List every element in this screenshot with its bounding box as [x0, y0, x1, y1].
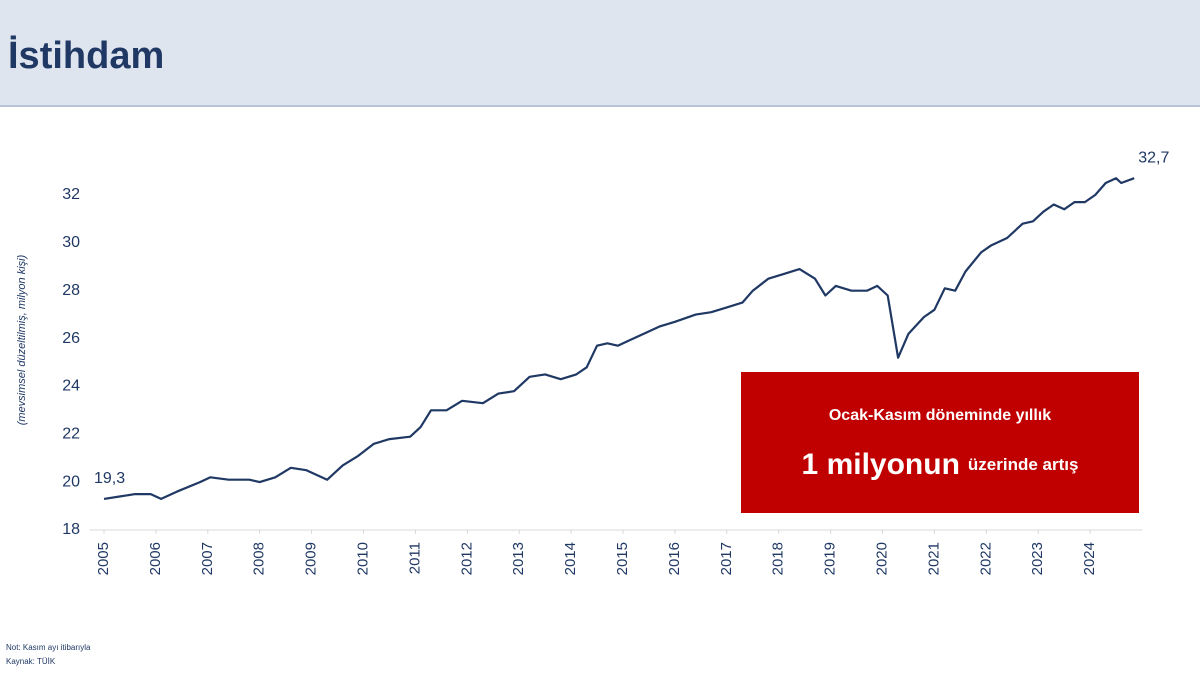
value-label: 32,7: [1138, 149, 1169, 166]
y-tick-label: 32: [62, 186, 80, 203]
callout-big: 1 milyonun: [802, 448, 960, 481]
y-tick-label: 20: [62, 473, 80, 490]
x-tick-label: 2018: [770, 542, 787, 575]
x-tick-label: 2008: [251, 542, 268, 575]
x-tick-label: 2010: [354, 542, 371, 575]
y-tick-label: 30: [62, 234, 80, 251]
slide-title: İstihdam: [8, 35, 164, 77]
x-tick-label: 2023: [1029, 542, 1046, 575]
x-tick-label: 2024: [1081, 542, 1098, 575]
y-tick-label: 22: [62, 425, 80, 442]
x-tick-label: 2015: [614, 542, 631, 575]
source: Kaynak: TÜİK: [6, 657, 56, 666]
callout-small: üzerinde artış: [968, 455, 1079, 474]
y-tick-label: 28: [62, 282, 80, 299]
callout-box: [741, 372, 1139, 513]
header-band: [0, 0, 1200, 106]
x-tick-label: 2012: [458, 542, 475, 575]
x-tick-label: 2014: [562, 542, 579, 575]
x-tick-label: 2021: [925, 542, 942, 575]
line: [103, 177, 1135, 500]
callout-line1: Ocak-Kasım döneminde yıllık: [829, 407, 1051, 424]
y-tick-label: 24: [62, 378, 80, 395]
x-tick-label: 2011: [406, 542, 423, 574]
x-tick-label: 2009: [303, 542, 320, 575]
x-tick-label: 2007: [199, 542, 216, 575]
value-label: 19,3: [94, 470, 125, 487]
callout-line2: 1 milyonun üzerinde artış: [802, 448, 1079, 481]
x-tick-label: 2005: [95, 542, 112, 575]
y-tick-label: 26: [62, 330, 80, 347]
x-tick-label: 2019: [822, 542, 839, 575]
x-tick-label: 2022: [977, 542, 994, 575]
y-tick-label: 18: [62, 521, 80, 538]
x-tick-label: 2006: [147, 542, 164, 575]
x-tick-label: 2016: [666, 542, 683, 575]
x-tick-label: 2017: [718, 542, 735, 575]
y-axis-label: (mevsimsel düzeltilmiş, milyon kişi): [16, 254, 28, 425]
x-tick-label: 2013: [510, 542, 527, 575]
x-tick-label: 2020: [873, 542, 890, 575]
footnote: Not: Kasım ayı itibarıyla: [6, 643, 91, 652]
